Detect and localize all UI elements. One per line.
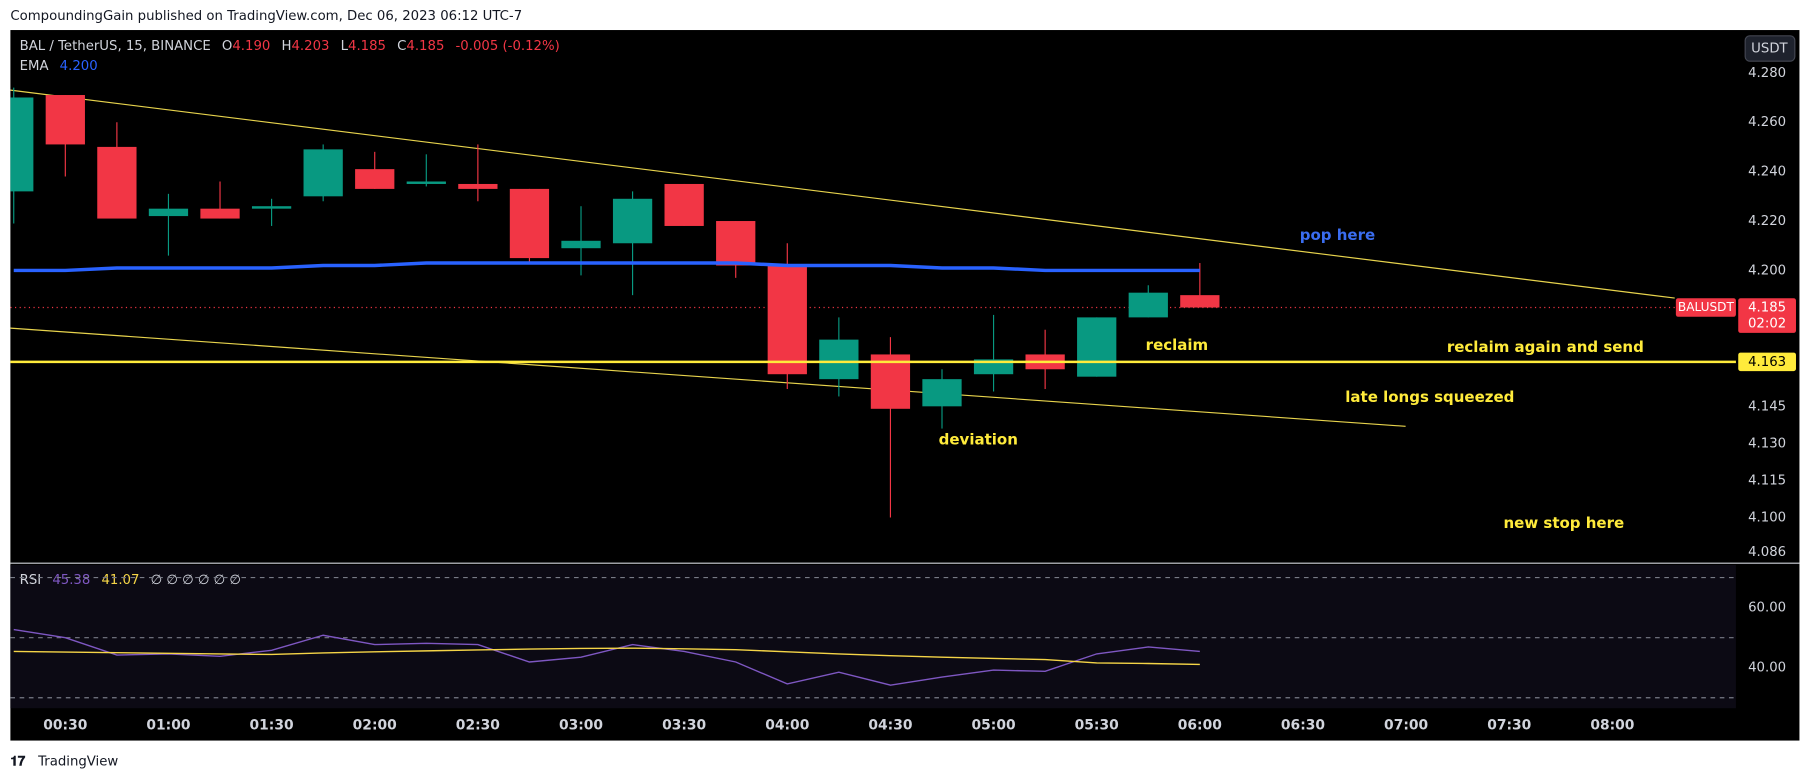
brand: 𝟏𝟕 TradingView xyxy=(10,754,118,769)
candle-body xyxy=(922,379,962,407)
byline: CompoundingGain published on TradingView… xyxy=(10,9,522,24)
legend-key: L xyxy=(341,39,349,54)
x-tick-label: 06:00 xyxy=(1178,718,1222,734)
rsi-background xyxy=(10,564,1736,709)
trendline-upper xyxy=(10,89,1675,299)
rsi-legend: RSI 45.38 41.07 ∅ ∅ ∅ ∅ ∅ ∅ xyxy=(20,573,241,588)
currency-button-label: USDT xyxy=(1751,42,1788,57)
y-tick-label: 4.200 xyxy=(1748,263,1786,278)
x-tick-label: 01:00 xyxy=(146,718,190,734)
y-tick-label: 4.260 xyxy=(1748,115,1786,130)
y-tick-label: 4.086 xyxy=(1748,545,1786,560)
main-legend: BAL / TetherUS, 15, BINANCE O4.190 H4.20… xyxy=(20,39,560,54)
candle-body xyxy=(716,221,756,266)
x-tick-label: 05:30 xyxy=(1075,718,1119,734)
annotation: deviation xyxy=(939,431,1018,449)
symbol-title: BAL / TetherUS, 15, BINANCE xyxy=(20,39,211,54)
candle-body xyxy=(561,240,601,249)
plot-area xyxy=(10,87,1736,518)
rsi-legend-placeholders: ∅ ∅ ∅ ∅ ∅ ∅ xyxy=(151,573,241,588)
ema-legend: EMA 4.200 xyxy=(20,59,98,74)
x-tick-label: 02:30 xyxy=(456,718,500,734)
candle-body xyxy=(97,146,137,219)
price-tag-label: 4.185 xyxy=(1748,300,1786,315)
candle-body xyxy=(819,339,859,380)
x-tick-label: 08:00 xyxy=(1590,718,1634,734)
candle-body xyxy=(509,188,550,259)
legend-value: 4.203 xyxy=(291,39,329,54)
x-tick-label: 04:00 xyxy=(765,718,809,734)
x-tick-label: 04:30 xyxy=(868,718,912,734)
rsi-legend-title: RSI xyxy=(20,573,42,588)
y-tick-label: 60.00 xyxy=(1748,601,1786,616)
level-tag-label: 4.163 xyxy=(1748,355,1786,370)
x-tick-label: 02:00 xyxy=(353,718,397,734)
y-tick-label: 40.00 xyxy=(1748,661,1786,676)
x-tick-label: 06:30 xyxy=(1281,718,1325,734)
candle-body xyxy=(612,198,653,244)
legend-key: O xyxy=(222,39,232,54)
candle-body xyxy=(406,181,446,184)
countdown-label: 02:02 xyxy=(1748,317,1786,332)
price-tag xyxy=(1738,298,1796,333)
brand-logo: 𝟏𝟕 xyxy=(10,754,25,769)
y-tick-label: 4.145 xyxy=(1748,399,1786,414)
symbol-tag xyxy=(1675,298,1736,317)
candle-body xyxy=(767,265,807,375)
x-tick-label: 03:00 xyxy=(559,718,603,734)
legend-value: 4.185 xyxy=(348,39,386,54)
rsi-line xyxy=(13,647,1200,666)
legend-key: C xyxy=(397,39,406,54)
legend-value: 4.190 xyxy=(232,39,270,54)
annotation: pop here xyxy=(1300,226,1375,244)
ema-legend-value: 4.200 xyxy=(60,59,98,74)
rsi-area xyxy=(10,576,1736,699)
candle-body xyxy=(664,183,704,226)
annotation: late longs squeezed xyxy=(1345,388,1514,406)
x-tick-label: 00:30 xyxy=(43,718,87,734)
candle-body xyxy=(355,169,395,189)
x-tick-label: 01:30 xyxy=(250,718,294,734)
candle-body xyxy=(1077,317,1117,377)
candle-body xyxy=(1180,295,1220,308)
ema-legend-name: EMA xyxy=(20,59,49,74)
rsi-line xyxy=(13,628,1200,686)
currency-button[interactable] xyxy=(1744,35,1796,62)
level-tag xyxy=(1738,352,1796,372)
rsi-legend-value: 41.07 xyxy=(101,573,139,588)
candle-body xyxy=(10,97,34,192)
trendline-lower xyxy=(10,327,1406,427)
y-tick-label: 4.100 xyxy=(1748,511,1786,526)
annotation: reclaim again and send xyxy=(1447,338,1644,356)
brand-name: TradingView xyxy=(37,754,118,769)
candle-body xyxy=(458,183,498,189)
candle-body xyxy=(303,149,343,197)
x-tick-label: 07:00 xyxy=(1384,718,1428,734)
x-tick-label: 05:00 xyxy=(972,718,1016,734)
annotation: new stop here xyxy=(1503,514,1624,532)
ema-line xyxy=(13,261,1200,273)
y-tick-label: 4.280 xyxy=(1748,66,1786,81)
y-tick-label: 4.115 xyxy=(1748,473,1786,488)
rsi-legend-value: 45.38 xyxy=(52,573,90,588)
legend-key: H xyxy=(282,39,292,54)
candle-body xyxy=(45,95,85,145)
y-tick-label: 4.130 xyxy=(1748,436,1786,451)
x-tick-label: 07:30 xyxy=(1487,718,1531,734)
candle-body xyxy=(148,208,189,217)
x-tick-label: 03:30 xyxy=(662,718,706,734)
legend-value: 4.185 xyxy=(406,39,444,54)
legend-change: -0.005 (-0.12%) xyxy=(456,39,560,54)
annotation: reclaim xyxy=(1146,336,1208,354)
y-tick-label: 4.240 xyxy=(1748,165,1786,180)
candle-body xyxy=(870,354,911,409)
candle-body xyxy=(1128,292,1168,318)
y-tick-label: 4.220 xyxy=(1748,214,1786,229)
candle-body xyxy=(251,206,292,209)
symbol-tag-label: BALUSDT xyxy=(1678,300,1735,314)
candle-body xyxy=(200,208,240,219)
